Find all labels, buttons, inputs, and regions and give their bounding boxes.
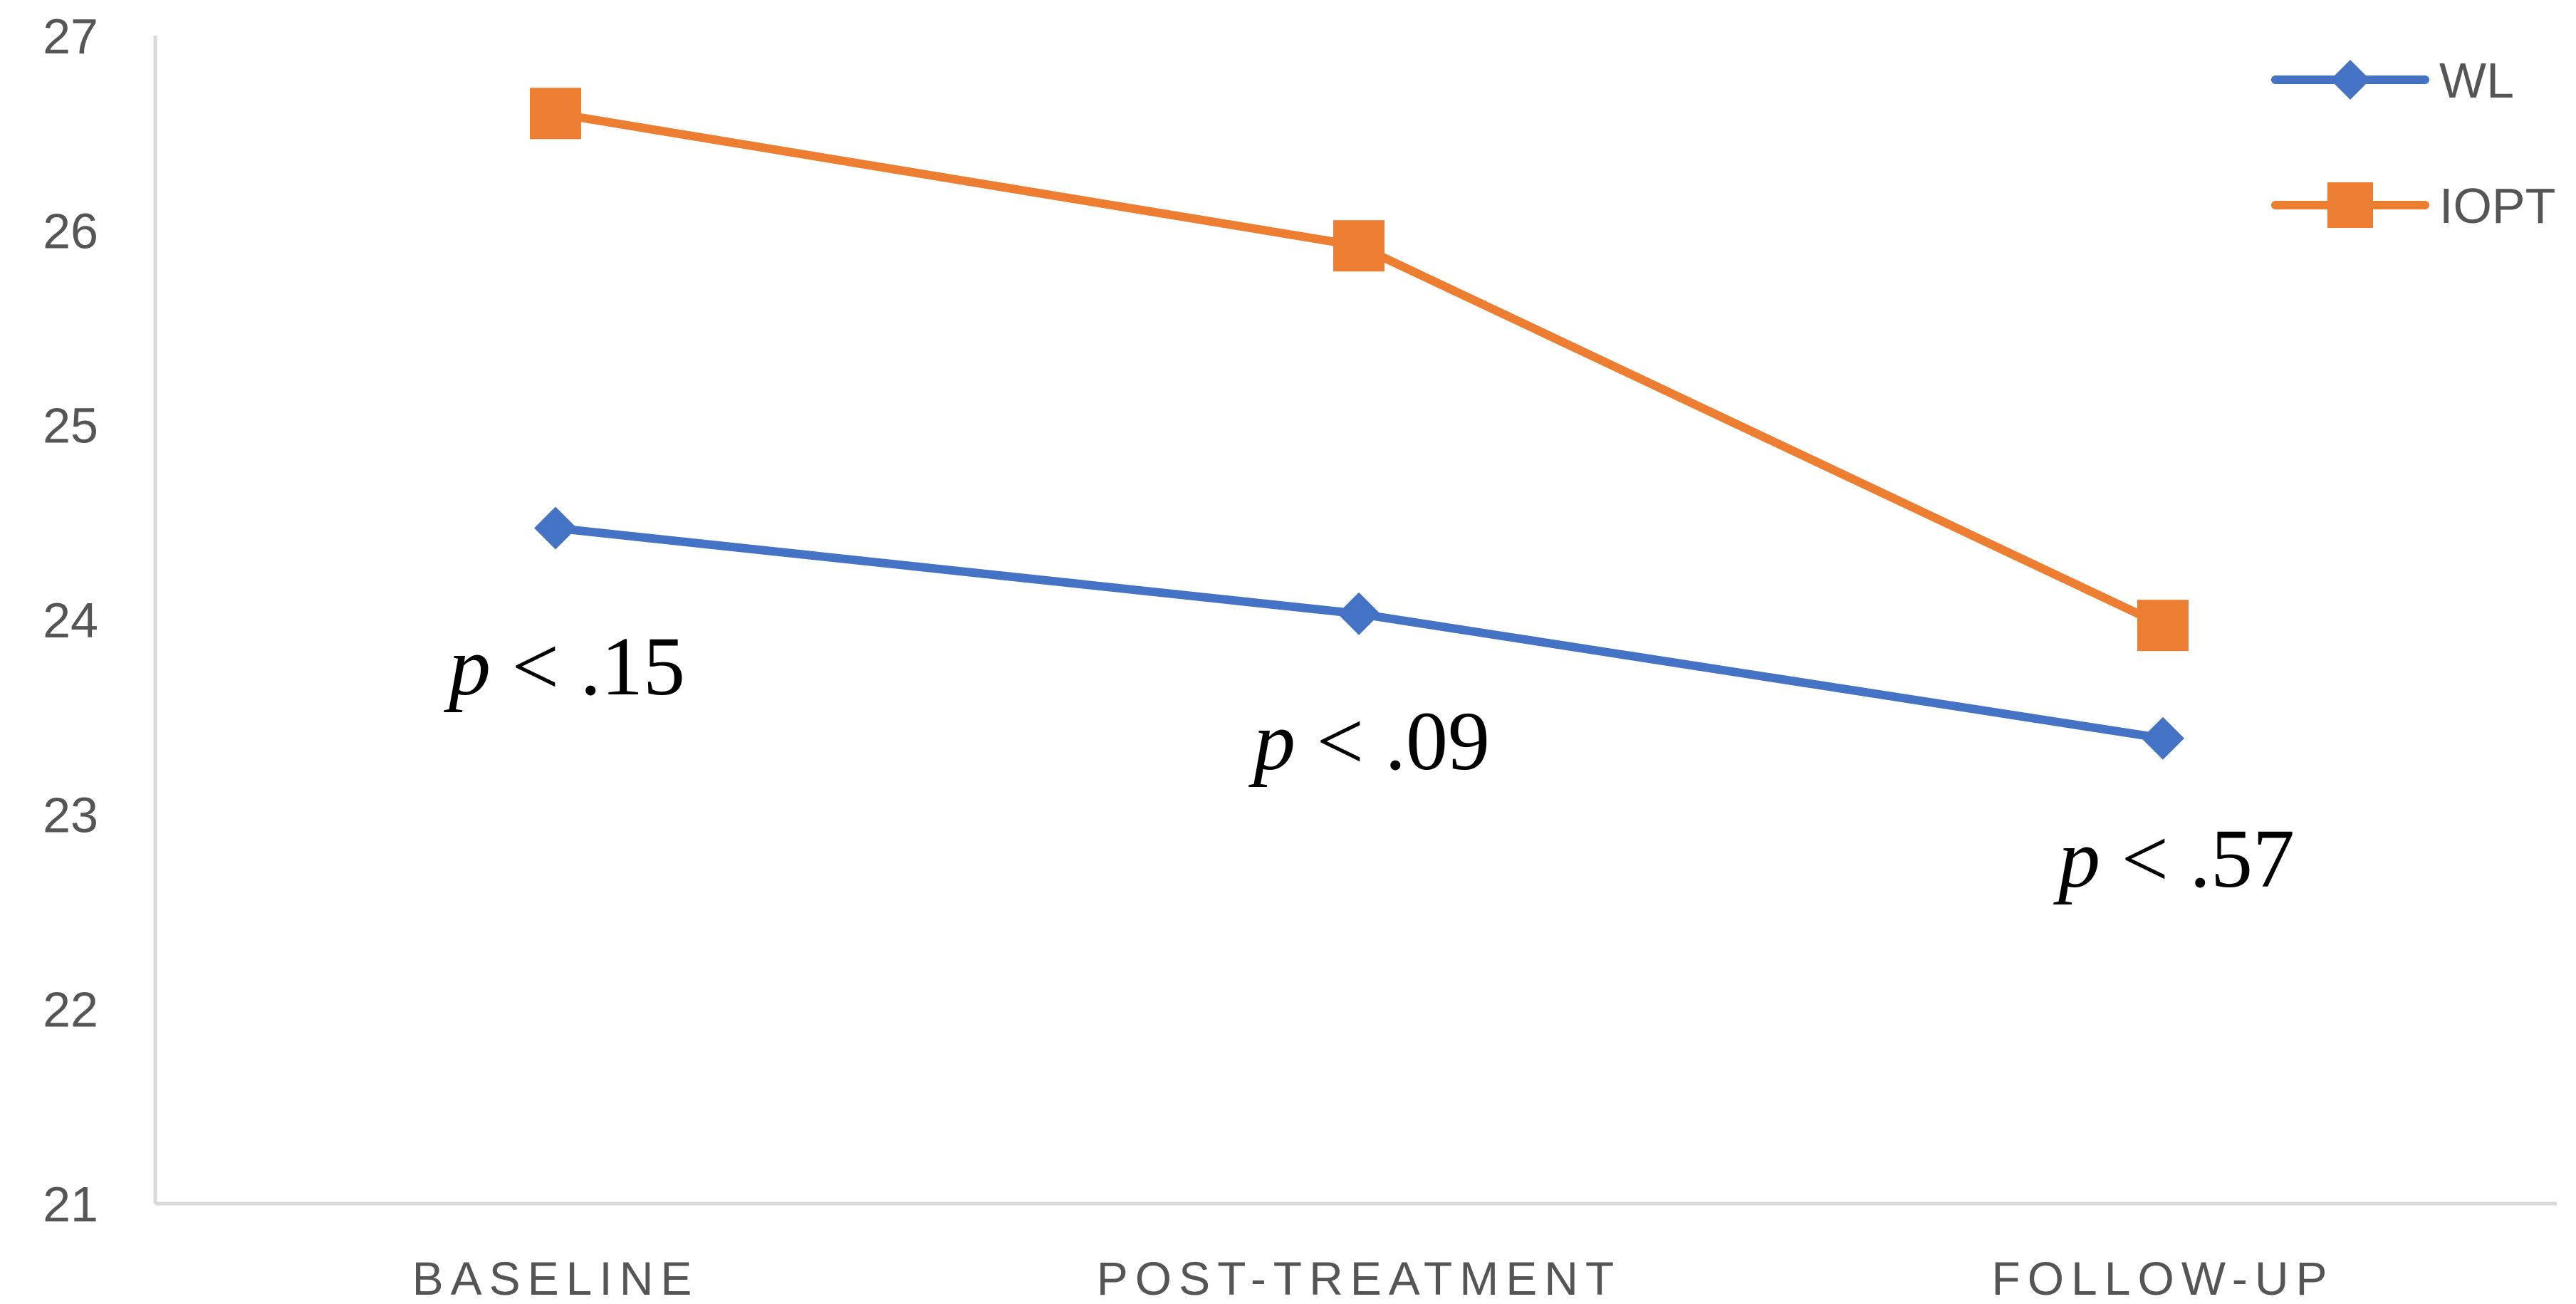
p-symbol: p [444,620,491,713]
y-tick-label: 26 [43,203,98,259]
y-tick-label: 24 [43,593,98,648]
axes: 21 22 23 24 25 26 27 BASELINE POST-TREATMENT FOLL… [43,9,2557,1304]
series-wl [534,506,2184,760]
legend-marker-diamond [2330,60,2370,100]
y-tick-label: 27 [43,9,98,64]
data-point-diamond [534,506,577,550]
legend-item-iopt: IOPT [2271,178,2555,234]
x-tick-label: FOLLOW-UP [1991,1252,2334,1304]
p-value-annotation: p < .57 [2053,812,2295,905]
y-tick-label: 25 [43,398,98,454]
p-symbol: p [2053,812,2100,905]
p-symbol: p [1248,694,1295,788]
legend: WL IOPT [2271,53,2555,234]
legend-item-wl: WL [2271,53,2514,108]
p-value-text: < .15 [491,620,685,713]
y-tick-label: 21 [43,1177,98,1232]
series-iopt [530,88,2189,652]
series-layer [530,88,2189,760]
annotations: p < .15p < .09p < .57 [444,620,2295,905]
series-line [551,109,2167,630]
p-value-annotation: p < .15 [444,620,685,713]
data-point-square [530,88,581,140]
p-value-annotation: p < .09 [1248,694,1490,788]
p-value-text: < .57 [2100,812,2295,905]
y-tick-label: 22 [43,982,98,1038]
data-point-square [2137,600,2189,652]
data-point-diamond [2142,716,2184,760]
legend-label: IOPT [2439,178,2555,234]
x-tick-label: BASELINE [412,1252,699,1304]
data-point-diamond [1337,592,1380,635]
x-tick-label: POST-TREATMENT [1097,1252,1621,1304]
p-value-text: < .09 [1295,694,1490,788]
data-point-square [1333,220,1385,272]
y-tick-label: 23 [43,787,98,843]
legend-label: WL [2439,53,2514,108]
legend-marker-square [2327,182,2373,228]
